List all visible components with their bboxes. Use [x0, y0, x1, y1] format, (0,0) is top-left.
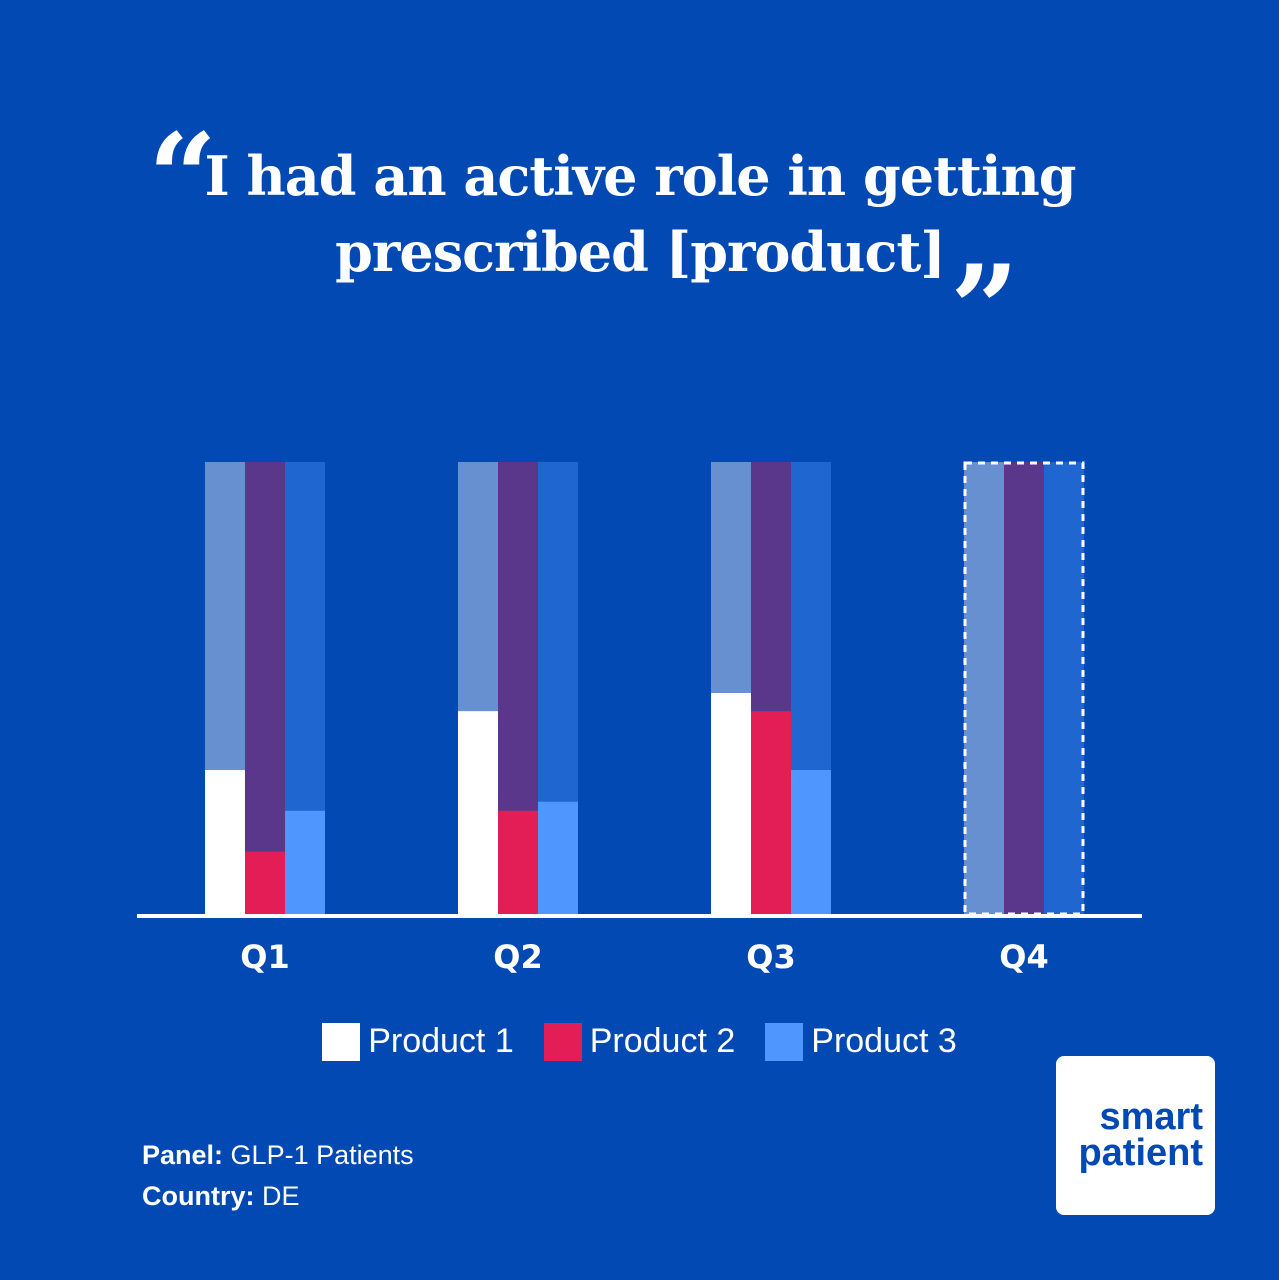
legend-swatch-product-1 [322, 1022, 361, 1061]
chart-legend: Product 1 Product 2 Product 3 [0, 1022, 1279, 1061]
bar-chart: Q1 Q2 Q3 Q4 [137, 461, 1142, 976]
bar-q2-series-1 [458, 711, 498, 915]
headline-line-1: I had an active role in getting [204, 144, 1076, 208]
panel-value: GLP-1 Patients [230, 1140, 414, 1170]
country-value: DE [262, 1181, 300, 1211]
x-tick-label-q1: Q1 [240, 938, 289, 976]
bar-track-q4-series-3 [1044, 462, 1084, 915]
panel-label: Panel: [142, 1140, 224, 1170]
legend-item-product-2: Product 2 [543, 1022, 736, 1061]
bar-q1-series-3 [285, 810, 325, 915]
footer-country: Country: DE [142, 1181, 300, 1212]
x-tick-label-q2: Q2 [493, 938, 542, 976]
logo-text-smart: smart [1099, 1096, 1204, 1138]
legend-item-product-1: Product 1 [322, 1022, 514, 1061]
bar-q2-series-3 [538, 801, 578, 915]
country-label: Country: [142, 1181, 255, 1211]
bar-q3-series-2 [751, 711, 791, 915]
open-quote-mark: “ [148, 107, 218, 248]
bar-q3-series-3 [791, 770, 831, 915]
x-tick-label-q3: Q3 [746, 938, 795, 976]
footer-panel: Panel: GLP-1 Patients [142, 1140, 414, 1171]
legend-swatch-product-3 [765, 1022, 804, 1061]
logo-text-patient: patient [1078, 1132, 1203, 1174]
legend-label-product-1: Product 1 [368, 1022, 514, 1060]
bar-track-q4-series-1 [964, 462, 1004, 915]
bar-q2-series-2 [498, 810, 538, 915]
bar-q3-series-1 [711, 693, 751, 915]
close-quote-mark: ” [950, 239, 1020, 380]
bar-track-q1-series-2 [245, 462, 285, 915]
bar-q1-series-1 [205, 770, 245, 915]
legend-label-product-2: Product 2 [589, 1022, 736, 1060]
smart-patient-logo: smart patient [1056, 1056, 1215, 1215]
bar-q1-series-2 [245, 851, 285, 915]
headline-line-2: prescribed [product] [335, 220, 946, 284]
legend-swatch-product-2 [543, 1022, 582, 1061]
legend-label-product-3: Product 3 [811, 1022, 957, 1060]
legend-item-product-3: Product 3 [765, 1022, 957, 1061]
bar-track-q4-series-2 [1004, 462, 1044, 915]
x-tick-label-q4: Q4 [999, 938, 1048, 976]
